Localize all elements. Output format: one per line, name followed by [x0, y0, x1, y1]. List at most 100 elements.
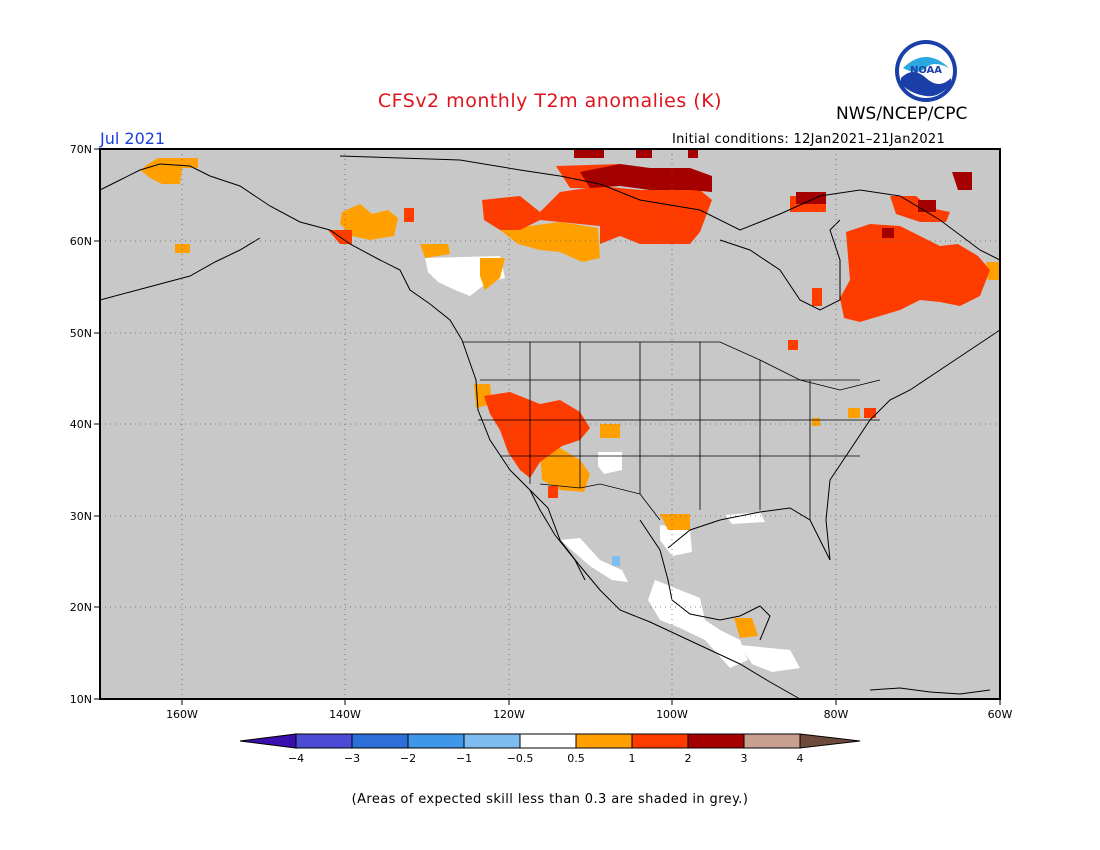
legend-tick: 3	[741, 752, 748, 765]
anomaly-white-gulf	[725, 512, 765, 524]
legend-tick: −0.5	[507, 752, 534, 765]
legend-tick: −4	[288, 752, 304, 765]
legend-bin-4	[463, 733, 521, 749]
anomaly-red-gb	[812, 288, 822, 306]
lat-label-60n: 60N	[70, 235, 92, 248]
lat-label-70n: 70N	[70, 143, 92, 156]
forecast-month: Jul 2021	[100, 129, 166, 148]
anomaly-orange-yukon	[340, 204, 398, 240]
lon-label-100w: 100W	[656, 708, 688, 721]
legend-tick: 0.5	[567, 752, 585, 765]
lat-labels: 70N 60N 50N 40N 30N 20N 10N	[70, 143, 92, 706]
lon-label-60w: 60W	[988, 708, 1013, 721]
footnote: (Areas of expected skill less than 0.3 a…	[351, 792, 749, 807]
anomaly-orange-alaska-n	[140, 158, 198, 184]
legend-bin-2	[351, 733, 409, 749]
lat-label-50n: 50N	[70, 327, 92, 340]
anomaly-orange-alaska-s	[175, 244, 190, 253]
legend-arrow-left	[239, 733, 297, 749]
anomaly-red-west	[484, 392, 590, 478]
legend-tick: 4	[797, 752, 804, 765]
coastline-alaska	[99, 163, 463, 341]
legend-tick: −3	[344, 752, 360, 765]
coastline-caribbean	[869, 687, 991, 695]
noaa-logo-text: NOAA	[910, 65, 942, 76]
anomaly-orange-nm	[600, 424, 620, 438]
anomaly-darkred-arctic-top	[574, 149, 604, 158]
legend-bin-9	[743, 733, 801, 749]
legend-bin-3	[407, 733, 465, 749]
anomaly-red-nm	[548, 486, 558, 498]
coastline-aleutians	[99, 237, 261, 301]
coastlines	[99, 155, 1001, 700]
border-us-mexico	[539, 483, 661, 521]
coastline-hudson	[719, 219, 841, 311]
lon-label-80w: 80W	[824, 708, 849, 721]
anomaly-orange-sw	[540, 448, 590, 492]
coastline-gulf	[639, 519, 771, 641]
anomaly-darkred-quebec	[918, 200, 936, 212]
lat-label-40n: 40N	[70, 418, 92, 431]
anomaly-darkred-arctic-top2	[636, 149, 652, 158]
graticule	[100, 149, 1000, 699]
legend-tick: −2	[400, 752, 416, 765]
legend-ticks: −4 −3 −2 −1 −0.5 0.5 1 2 3 4	[288, 752, 804, 765]
anomaly-orange-quebec	[986, 262, 1000, 280]
legend-tick: 1	[629, 752, 636, 765]
border-internal-1	[529, 342, 811, 520]
initial-conditions: Initial conditions: 12Jan2021–21Jan2021	[672, 132, 946, 147]
lon-label-140w: 140W	[329, 708, 361, 721]
anomaly-orange-texas	[660, 514, 690, 530]
anomaly-darkred-labrador	[952, 172, 972, 190]
coastline-pacific	[461, 339, 801, 700]
legend-bin-1	[295, 733, 353, 749]
map-title: CFSv2 monthly T2m anomalies (K)	[377, 90, 723, 112]
anomaly-orange-pa	[812, 418, 820, 426]
anomaly-orange-nwt	[500, 222, 600, 262]
lon-labels: 160W 140W 120W 100W 80W 60W	[166, 708, 1012, 721]
legend-bin-5	[519, 733, 577, 749]
legend-tick: 2	[685, 752, 692, 765]
state-borders	[462, 341, 881, 521]
anomaly-orange-pa2	[848, 408, 860, 418]
anomaly-orange-bc2	[480, 258, 505, 290]
lon-label-120w: 120W	[493, 708, 525, 721]
org-label: NWS/NCEP/CPC	[836, 104, 968, 124]
anomaly-white-texas	[660, 525, 692, 556]
anomaly-darkred-baffin	[796, 192, 826, 204]
coastline-gulf-north	[667, 507, 831, 561]
legend-bin-8	[687, 733, 745, 749]
tick-marks	[94, 148, 1001, 705]
lat-label-10n: 10N	[70, 693, 92, 706]
coastline-canada-arctic	[339, 155, 1001, 261]
color-legend	[239, 733, 861, 749]
border-internal-2	[478, 379, 880, 457]
anomaly-white-central-am	[740, 645, 800, 672]
legend-bin-6	[575, 733, 633, 749]
coastline-baja	[529, 489, 586, 581]
anomaly-red-quebec	[840, 224, 990, 322]
anomaly-orange-guat	[734, 618, 758, 638]
anomaly-cells	[140, 149, 1000, 672]
anomaly-red-nwt	[482, 186, 712, 244]
anomaly-darkred-arctic-top3	[688, 149, 698, 158]
anomaly-orange-bc	[420, 244, 450, 258]
lat-label-30n: 30N	[70, 510, 92, 523]
legend-arrow-right	[799, 733, 861, 749]
anomaly-red-pa	[864, 408, 876, 418]
legend-bin-7	[631, 733, 689, 749]
anomaly-blue-mexico	[612, 556, 620, 566]
anomaly-darkred-arctic	[580, 164, 712, 192]
anomaly-white-sierra	[560, 538, 628, 582]
noaa-logo: NOAA	[895, 40, 957, 102]
anomaly-white-mexico	[648, 580, 748, 668]
anomaly-white-nm	[598, 452, 622, 474]
anomaly-red-yukon2	[404, 208, 414, 222]
anomaly-red-ontario	[788, 340, 798, 350]
legend-tick: −1	[456, 752, 472, 765]
border-us-canada	[462, 341, 881, 391]
lon-label-160w: 160W	[166, 708, 198, 721]
lat-label-20n: 20N	[70, 601, 92, 614]
anomaly-darkred-quebec2	[882, 228, 894, 238]
